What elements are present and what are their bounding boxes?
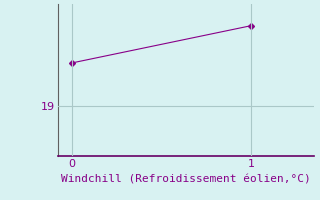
X-axis label: Windchill (Refroidissement éolien,°C): Windchill (Refroidissement éolien,°C)	[61, 174, 310, 184]
